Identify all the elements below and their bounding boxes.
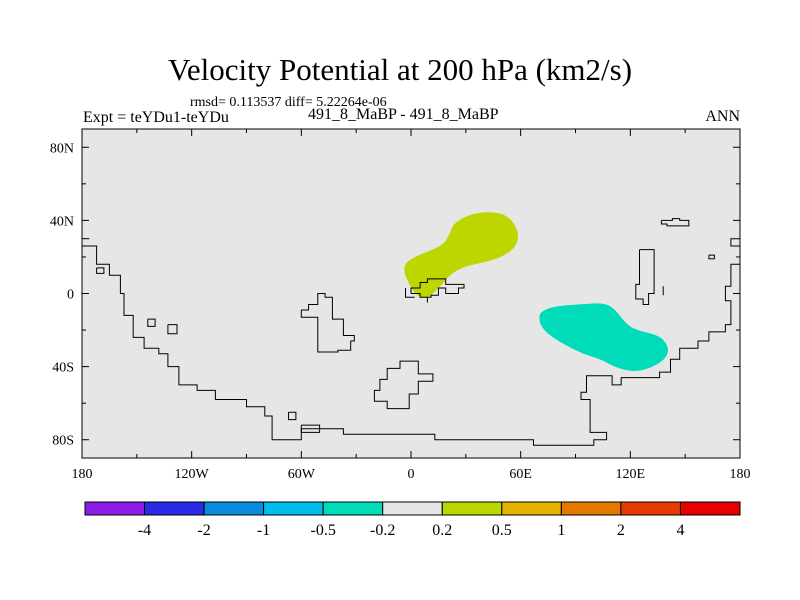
colorbar: -4 -2 -1 -0.5 -0.2 0.2 0.5 1 2 4: [84, 501, 741, 539]
colorbar-swatch: [263, 501, 324, 516]
coastline: [167, 324, 178, 335]
coastline: [300, 424, 321, 433]
anomaly-features-layer: [404, 212, 668, 372]
negative-anomaly-indian-ocean: [539, 303, 668, 372]
positive-anomaly-atlantic: [404, 212, 519, 298]
coastline: [373, 360, 434, 410]
x-tick-label: 0: [408, 467, 415, 482]
y-tick-label: 40N: [50, 214, 74, 229]
coastline: [708, 254, 715, 260]
colorbar-swatch: [144, 501, 205, 516]
coastline: [405, 288, 415, 298]
y-tick-label: 80S: [52, 434, 74, 449]
x-tick-label: 120E: [616, 467, 646, 482]
coastline: [147, 318, 156, 327]
x-tick-label: 60W: [288, 467, 316, 482]
coastline: [730, 238, 740, 247]
colorbar-label: 1: [557, 522, 565, 539]
colorbar-label: 4: [677, 522, 685, 539]
coastline: [410, 278, 465, 298]
y-tick-label: 0: [67, 288, 74, 303]
colorbar-swatch: [84, 501, 145, 516]
colorbar-label: 0.5: [492, 522, 512, 539]
colorbar-swatch: [620, 501, 681, 516]
colorbar-swatch: [680, 501, 741, 516]
coastline: [288, 411, 297, 421]
colorbar-label: -0.2: [370, 522, 395, 539]
colorbar-label: 0.2: [432, 522, 452, 539]
coastline: [660, 218, 690, 227]
rmsd-diff-stats: rmsd= 0.113537 diff= 5.22264e-06: [190, 95, 387, 110]
experiment-label: Expt = teYDu1-teYDu: [83, 109, 229, 126]
y-tick-label: 80N: [50, 141, 74, 156]
colorbar-label: -4: [138, 522, 151, 539]
coastline: [82, 245, 740, 446]
season-label: ANN: [705, 108, 740, 125]
colorbar-label: 2: [617, 522, 625, 539]
case-label: 491_8_MaBP - 491_8_MaBP: [308, 106, 499, 123]
colorbar-swatch: [203, 501, 265, 516]
colorbar-swatch: [501, 501, 562, 516]
colorbar-label: -1: [257, 522, 270, 539]
colorbar-label: -0.5: [311, 522, 336, 539]
colorbar-swatch: [382, 501, 443, 516]
colorbar-swatch: [441, 501, 503, 516]
x-tick-label: 120W: [175, 467, 210, 482]
coastline: [96, 267, 105, 274]
y-tick-label: 40S: [52, 361, 74, 376]
x-tick-label: 180: [730, 467, 751, 482]
x-tick-label: 180: [72, 467, 93, 482]
coastline: [635, 249, 655, 305]
colorbar-swatch: [560, 501, 622, 516]
colorbar-label: -2: [197, 522, 210, 539]
coastline: [300, 293, 355, 353]
colorbar-swatch: [322, 501, 384, 516]
chart-title: Velocity Potential at 200 hPa (km2/s): [167, 52, 633, 87]
axis-ticks-layer: 180 120W 60W 0 60E 120E 180 80N 40N 0 40S 80S: [50, 129, 751, 482]
coastlines-layer: [82, 218, 740, 446]
x-tick-label: 60E: [509, 467, 532, 482]
